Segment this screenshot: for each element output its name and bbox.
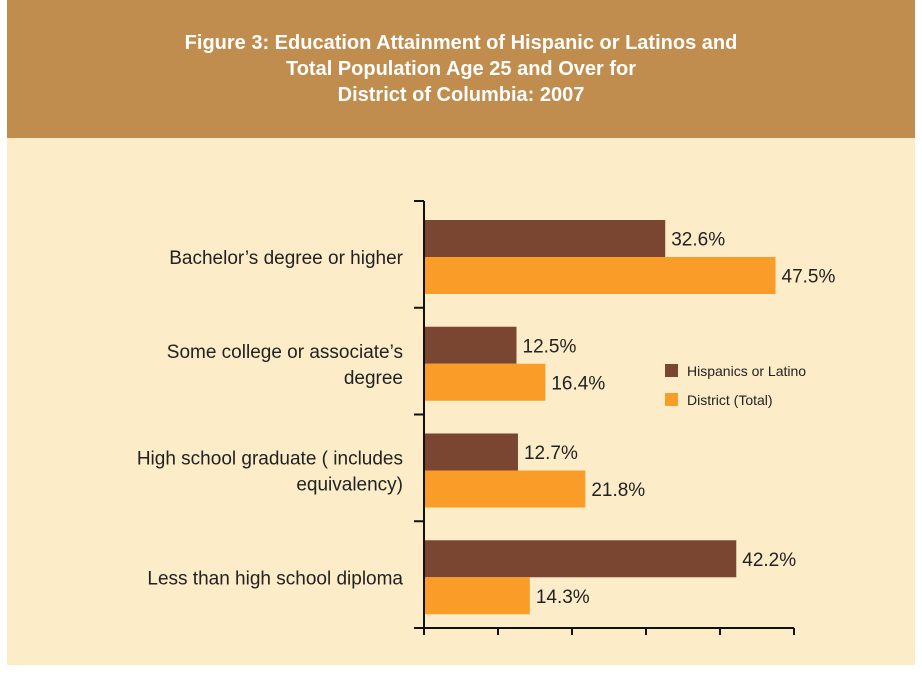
data-label-district-3: 14.3% [536, 587, 590, 608]
data-label-district-1: 16.4% [551, 373, 605, 394]
bar-hispanic-2 [424, 433, 518, 471]
title-line-1: Figure 3: Education Attainment of Hispan… [184, 32, 738, 54]
data-label-district-2: 21.8% [591, 480, 645, 501]
data-label-hispanic-2: 12.7% [524, 443, 578, 464]
data-label-hispanic-1: 12.5% [523, 336, 577, 357]
title-line-2: Total Population Age 25 and Over for [285, 58, 637, 80]
title-banner: Figure 3: Education Attainment of Hispan… [7, 0, 915, 138]
legend-label-1: District (Total) [687, 392, 773, 408]
category-label-0-0: Bachelor’s degree or higher [169, 248, 403, 269]
bar-district-3 [424, 577, 530, 615]
bar-district-2 [424, 470, 586, 508]
data-label-district-0: 47.5% [782, 267, 836, 288]
bar-hispanic-0 [424, 220, 666, 257]
category-label-2-0: High school graduate ( includes [137, 449, 403, 470]
data-label-hispanic-3: 42.2% [742, 550, 796, 571]
legend-swatch-0 [665, 364, 678, 377]
category-label-1-0: Some college or associate’s [167, 342, 403, 363]
legend-swatch-1 [665, 393, 678, 406]
bar-hispanic-3 [424, 540, 737, 578]
bar-district-0 [424, 257, 776, 294]
data-label-hispanic-0: 32.6% [671, 230, 725, 251]
category-label-2-1: equivalency) [296, 475, 403, 496]
title-line-3: District of Columbia: 2007 [337, 84, 585, 106]
category-label-1-1: degree [344, 368, 403, 389]
category-label-3-0: Less than high school diploma [147, 568, 403, 589]
bar-hispanic-1 [424, 326, 517, 364]
bar-district-1 [424, 363, 546, 401]
legend-label-0: Hispanics or Latino [687, 363, 806, 379]
